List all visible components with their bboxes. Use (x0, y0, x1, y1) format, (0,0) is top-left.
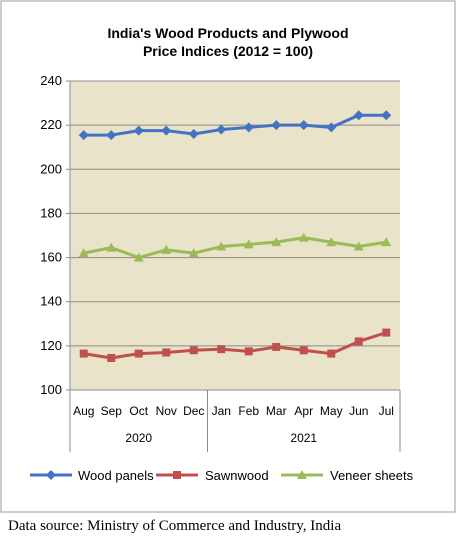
data-point (271, 120, 282, 131)
data-point (161, 125, 172, 136)
data-point (216, 124, 227, 135)
x-tick-label: Oct (129, 404, 148, 418)
data-point (298, 120, 309, 131)
data-point (134, 349, 143, 358)
data-point (327, 349, 336, 358)
data-point (271, 237, 282, 247)
x-tick-label: May (320, 404, 343, 418)
legend-item-sawnwood: Sawnwood (156, 468, 269, 483)
data-point (244, 347, 253, 356)
data-point (188, 128, 199, 139)
x-tick-label: Nov (156, 404, 177, 418)
y-tick-label: 240 (40, 73, 62, 88)
data-source-note: Data source: Ministry of Commerce and In… (8, 518, 342, 534)
data-point (217, 345, 226, 354)
x-group-label: 2020 (125, 431, 152, 445)
data-point (298, 232, 309, 242)
data-point (107, 353, 116, 362)
legend-label: Sawnwood (205, 468, 269, 483)
series-group (78, 110, 392, 362)
x-tick-label: Dec (183, 404, 204, 418)
data-point (382, 328, 391, 337)
y-tick-label: 120 (40, 338, 62, 353)
x-tick-label: Feb (238, 404, 259, 418)
data-point (353, 241, 364, 251)
data-point (78, 130, 89, 141)
data-point (133, 252, 144, 262)
axes: 100 120 140 160 180 200 220 240 Aug Sep Oct Nov Dec J… (40, 73, 401, 452)
x-tick-label: Apr (294, 404, 313, 418)
legend-label: Veneer sheets (330, 468, 414, 483)
data-point (381, 237, 392, 247)
legend-item-wood-panels: Wood panels (30, 468, 154, 483)
y-tick-label: 100 (40, 382, 62, 397)
data-point (243, 239, 254, 249)
legend-item-veneer-sheets: Veneer sheets (281, 468, 414, 483)
x-group-label: 2021 (290, 431, 317, 445)
data-point (161, 244, 172, 254)
y-tick-label: 160 (40, 250, 62, 265)
data-point (78, 248, 89, 258)
legend-label: Wood panels (78, 468, 154, 483)
data-point (106, 130, 117, 141)
x-tick-label: Sep (101, 404, 123, 418)
data-point (272, 342, 281, 351)
data-point (297, 470, 307, 479)
series-line (83, 331, 387, 360)
data-point (106, 242, 117, 252)
x-tick-label: Jul (379, 404, 394, 418)
chart-title-line-1: India's Wood Products and Plywood (107, 25, 348, 41)
x-tick-label: Jan (212, 404, 231, 418)
data-point (299, 346, 308, 355)
series-sawnwood (79, 328, 391, 362)
data-point (188, 248, 199, 258)
series-line (83, 113, 387, 137)
x-tick-label: Mar (266, 404, 287, 418)
chart-title-line-2: Price Indices (2012 = 100) (143, 43, 313, 59)
series-line (83, 236, 387, 260)
series-wood-panels (78, 110, 392, 141)
x-tick-label: Jun (349, 404, 368, 418)
data-point (46, 470, 56, 480)
data-point (79, 349, 88, 358)
data-point (381, 110, 392, 121)
y-tick-label: 180 (40, 205, 62, 220)
y-tick-label: 140 (40, 294, 62, 309)
data-point (326, 237, 337, 247)
data-point (173, 471, 181, 479)
data-point (354, 337, 363, 346)
data-point (133, 125, 144, 136)
data-point (162, 348, 171, 357)
y-tick-label: 200 (40, 161, 62, 176)
data-point (326, 122, 337, 133)
legend: Wood panels Sawnwood Veneer sheets (30, 468, 414, 483)
data-point (189, 346, 198, 355)
series-veneer-sheets (78, 232, 392, 262)
data-point (353, 110, 364, 121)
x-tick-label: Aug (73, 404, 94, 418)
data-point (216, 241, 227, 251)
line-chart: India's Wood Products and Plywood Price … (0, 0, 456, 513)
y-tick-label: 220 (40, 117, 62, 132)
data-point (243, 122, 254, 133)
